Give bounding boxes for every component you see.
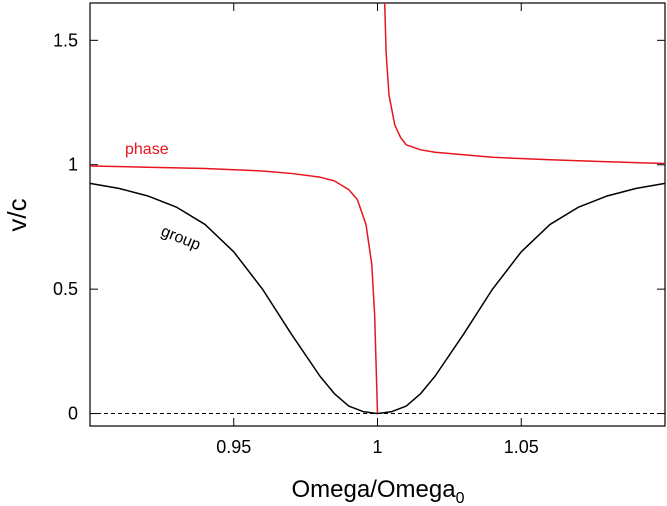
x-tick-label: 0.95: [216, 437, 251, 457]
y-tick-label: 0: [68, 404, 78, 424]
x-axis-title: Omega/Omega0: [292, 476, 465, 506]
y-axis-title: v/c: [2, 198, 32, 231]
x-tick-label: 1.05: [504, 437, 539, 457]
y-tick-label: 0.5: [53, 279, 78, 299]
phase-velocity-line-branch-1: [89, 165, 379, 414]
x-axis-title-main: Omega/Omega: [292, 476, 457, 503]
x-axis-title-subscript: 0: [456, 490, 465, 506]
phase-label: phase: [125, 141, 169, 158]
x-tick-label: 1: [372, 437, 382, 457]
phase-velocity-line-branch-2: [383, 2, 666, 165]
group-velocity-line: [89, 182, 666, 415]
plot-frame: [89, 2, 666, 427]
group-label: group: [159, 223, 203, 254]
y-tick-label: 1: [68, 155, 78, 175]
y-tick-label: 1.5: [53, 30, 78, 50]
